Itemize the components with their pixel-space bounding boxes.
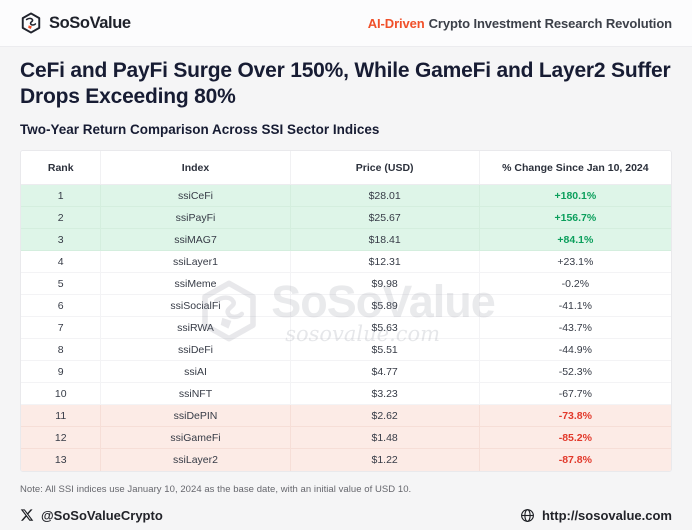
table-row: 9 ssiAI $4.77 -52.3% (21, 360, 671, 384)
cell-index: ssiDePIN (100, 404, 291, 428)
table-row: 8 ssiDeFi $5.51 -44.9% (21, 338, 671, 362)
cell-rank: 10 (21, 382, 102, 406)
cell-rank: 13 (21, 448, 102, 471)
cell-rank: 7 (21, 316, 102, 340)
cell-change: +84.1% (479, 228, 671, 252)
table-row: 2 ssiPayFi $25.67 +156.7% (21, 206, 671, 230)
column-header-index: Index (100, 150, 291, 186)
cell-index: ssiLayer1 (100, 250, 291, 274)
table-row: 1 ssiCeFi $28.01 +180.1% (21, 184, 671, 208)
cell-rank: 11 (21, 404, 102, 428)
top-bar: SoSoValue AI-Driven Crypto Investment Res… (0, 0, 692, 47)
table-row: 13 ssiLayer2 $1.22 -87.8% (21, 448, 671, 471)
sosovalue-cube-icon (20, 12, 42, 34)
cell-index: ssiLayer2 (100, 448, 291, 471)
cell-index: ssiNFT (100, 382, 291, 406)
cell-change: -0.2% (479, 272, 671, 296)
cell-index: ssiSocialFi (100, 294, 291, 318)
table-header: Rank Index Price (USD) % Change Since Ja… (21, 150, 671, 186)
index-table-card: Rank Index Price (USD) % Change Since Ja… (20, 149, 672, 472)
globe-icon (520, 508, 535, 523)
main-content: CeFi and PayFi Surge Over 150%, While Ga… (0, 58, 692, 523)
cell-rank: 2 (21, 206, 102, 230)
cell-change: -73.8% (479, 404, 671, 428)
cell-change: -43.7% (479, 316, 671, 340)
column-header-rank: Rank (21, 150, 102, 186)
column-header-price: Price (USD) (290, 150, 480, 186)
table-row: 12 ssiGameFi $1.48 -85.2% (21, 426, 671, 450)
tagline: AI-Driven Crypto Investment Research Revo… (368, 16, 672, 31)
cell-index: ssiMeme (100, 272, 291, 296)
table-row: 5 ssiMeme $9.98 -0.2% (21, 272, 671, 296)
page-title: CeFi and PayFi Surge Over 150%, While Ga… (20, 59, 671, 109)
cell-rank: 5 (21, 272, 102, 296)
cell-price: $25.67 (290, 206, 480, 230)
cell-rank: 12 (21, 426, 102, 450)
cell-price: $1.48 (290, 426, 480, 450)
table-row: 6 ssiSocialFi $5.89 -41.1% (21, 294, 671, 318)
twitter-handle: @SoSoValueCrypto (41, 507, 163, 523)
table-row: 7 ssiRWA $5.63 -43.7% (21, 316, 671, 340)
cell-price: $5.89 (290, 294, 480, 318)
tagline-rest: Crypto Investment Research Revolution (428, 15, 672, 31)
cell-price: $9.98 (290, 272, 480, 296)
cell-rank: 3 (21, 228, 102, 252)
footnote: Note: All SSI indices use January 10, 20… (20, 483, 412, 495)
cell-rank: 6 (21, 294, 102, 318)
cell-price: $1.22 (290, 448, 480, 471)
cell-price: $5.51 (290, 338, 480, 362)
cell-index: ssiRWA (100, 316, 291, 340)
cell-index: ssiAI (100, 360, 291, 384)
cell-change: -41.1% (479, 294, 671, 318)
website-url: http://sosovalue.com (541, 507, 672, 523)
cell-index: ssiPayFi (100, 206, 291, 230)
twitter-link[interactable]: @SoSoValueCrypto (20, 508, 163, 523)
table-row: 11 ssiDePIN $2.62 -73.8% (21, 404, 671, 428)
cell-change: +156.7% (479, 206, 671, 230)
website-link[interactable]: http://sosovalue.com (520, 508, 672, 523)
cell-change: +23.1% (479, 250, 671, 274)
tagline-highlight: AI-Driven (367, 15, 425, 31)
cell-rank: 4 (21, 250, 102, 274)
brand-logo: SoSoValue (20, 12, 131, 34)
cell-change: -44.9% (479, 338, 671, 362)
table-row: 10 ssiNFT $3.23 -67.7% (21, 382, 671, 406)
cell-index: ssiDeFi (100, 338, 291, 362)
cell-rank: 1 (21, 184, 102, 208)
cell-change: +180.1% (479, 184, 671, 208)
cell-index: ssiMAG7 (100, 228, 291, 252)
page-subtitle: Two-Year Return Comparison Across SSI Se… (20, 121, 380, 137)
cell-price: $3.23 (290, 382, 480, 406)
cell-price: $18.41 (290, 228, 480, 252)
index-table: Rank Index Price (USD) % Change Since Ja… (21, 150, 671, 471)
column-header-change: % Change Since Jan 10, 2024 (479, 150, 671, 186)
cell-price: $12.31 (290, 250, 480, 274)
table-row: 4 ssiLayer1 $12.31 +23.1% (21, 250, 671, 274)
cell-change: -52.3% (479, 360, 671, 384)
cell-change: -85.2% (479, 426, 671, 450)
table-row: 3 ssiMAG7 $18.41 +84.1% (21, 228, 671, 252)
cell-price: $4.77 (290, 360, 480, 384)
cell-change: -87.8% (479, 448, 671, 471)
cell-index: ssiCeFi (100, 184, 291, 208)
cell-price: $2.62 (290, 404, 480, 428)
cell-rank: 8 (21, 338, 102, 362)
cell-rank: 9 (21, 360, 102, 384)
cell-price: $5.63 (290, 316, 480, 340)
cell-change: -67.7% (479, 382, 671, 406)
x-twitter-icon (20, 508, 34, 522)
cell-index: ssiGameFi (100, 426, 291, 450)
cell-price: $28.01 (290, 184, 480, 208)
brand-name: SoSoValue (49, 13, 131, 32)
table-body: 1 ssiCeFi $28.01 +180.1% 2 ssiPayFi $25.67 +156… (21, 184, 671, 471)
footer: @SoSoValueCrypto http://sosovalue.com (20, 508, 672, 523)
